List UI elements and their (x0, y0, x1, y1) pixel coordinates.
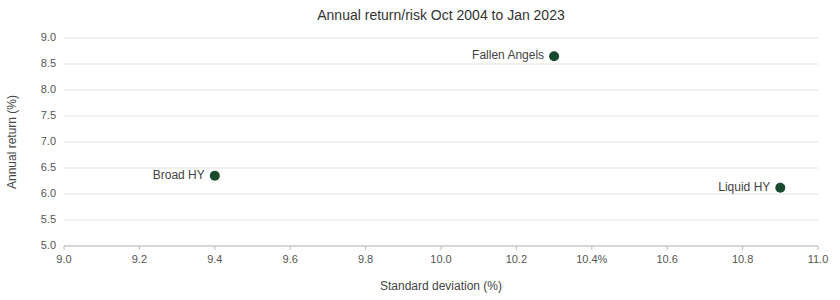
tick-mark (667, 246, 668, 250)
point-label: Fallen Angels (472, 48, 544, 62)
tick-mark (441, 246, 442, 250)
tick-mark (365, 246, 366, 250)
tick-mark (818, 246, 819, 250)
tick-label: 7.0 (41, 135, 56, 147)
x-axis-label: Standard deviation (%) (380, 279, 502, 293)
tick-mark (516, 246, 517, 250)
grid-line (64, 38, 818, 39)
tick-label: 9.4 (207, 253, 222, 265)
tick-label: 9.0 (41, 31, 56, 43)
tick-mark (591, 246, 592, 250)
tick-label: 8.5 (41, 57, 56, 69)
tick-label: 9.2 (132, 253, 147, 265)
title: Annual return/risk Oct 2004 to Jan 2023 (317, 7, 565, 23)
tick-label: 5.5 (41, 213, 56, 225)
tick-label: 6.0 (41, 187, 56, 199)
grid-line (64, 194, 818, 195)
tick-mark (742, 246, 743, 250)
point-label: Broad HY (153, 168, 205, 182)
y-axis: 5.0 5.5 6.0 6.5 7.0 7.5 8.0 8.5 9.0 (41, 31, 818, 251)
tick-label: 6.5 (41, 161, 56, 173)
tick-label: 11.0 (808, 253, 829, 265)
point (549, 51, 559, 61)
tick-label: 5.0 (41, 239, 56, 251)
tick-label: 9.0 (56, 253, 71, 265)
point (775, 183, 785, 193)
tick-label: 10.2 (506, 253, 527, 265)
grid-line (64, 90, 818, 91)
x-axis: 9.0 9.2 9.4 9.6 9.8 10.0 10.2 10.4% 10.6 10.8 11.0 (56, 246, 828, 265)
point (210, 171, 220, 181)
points (210, 51, 786, 193)
grid-line (64, 64, 818, 65)
tick-mark (139, 246, 140, 250)
tick-label: 7.5 (41, 109, 56, 121)
grid-line (64, 142, 818, 143)
chart: 5.05.56.06.57.07.58.08.59.09.09.29.49.69… (0, 0, 840, 300)
grid-line (64, 220, 818, 221)
tick-label: 9.6 (283, 253, 298, 265)
tick-label: 9.8 (358, 253, 373, 265)
y-axis-label: Annual return (%) (5, 95, 19, 189)
grid-line (64, 116, 818, 117)
point-labels: Fallen Angels Broad HY Liquid HY (153, 48, 771, 194)
point-label: Liquid HY (718, 180, 770, 194)
tick-label: 10.6 (656, 253, 677, 265)
tick-label: 10.4% (576, 253, 607, 265)
tick-label: 10.0 (430, 253, 451, 265)
tick-label: 10.8 (732, 253, 753, 265)
tick-mark (64, 246, 65, 250)
tick-label: 8.0 (41, 83, 56, 95)
tick-mark (214, 246, 215, 250)
tick-mark (290, 246, 291, 250)
